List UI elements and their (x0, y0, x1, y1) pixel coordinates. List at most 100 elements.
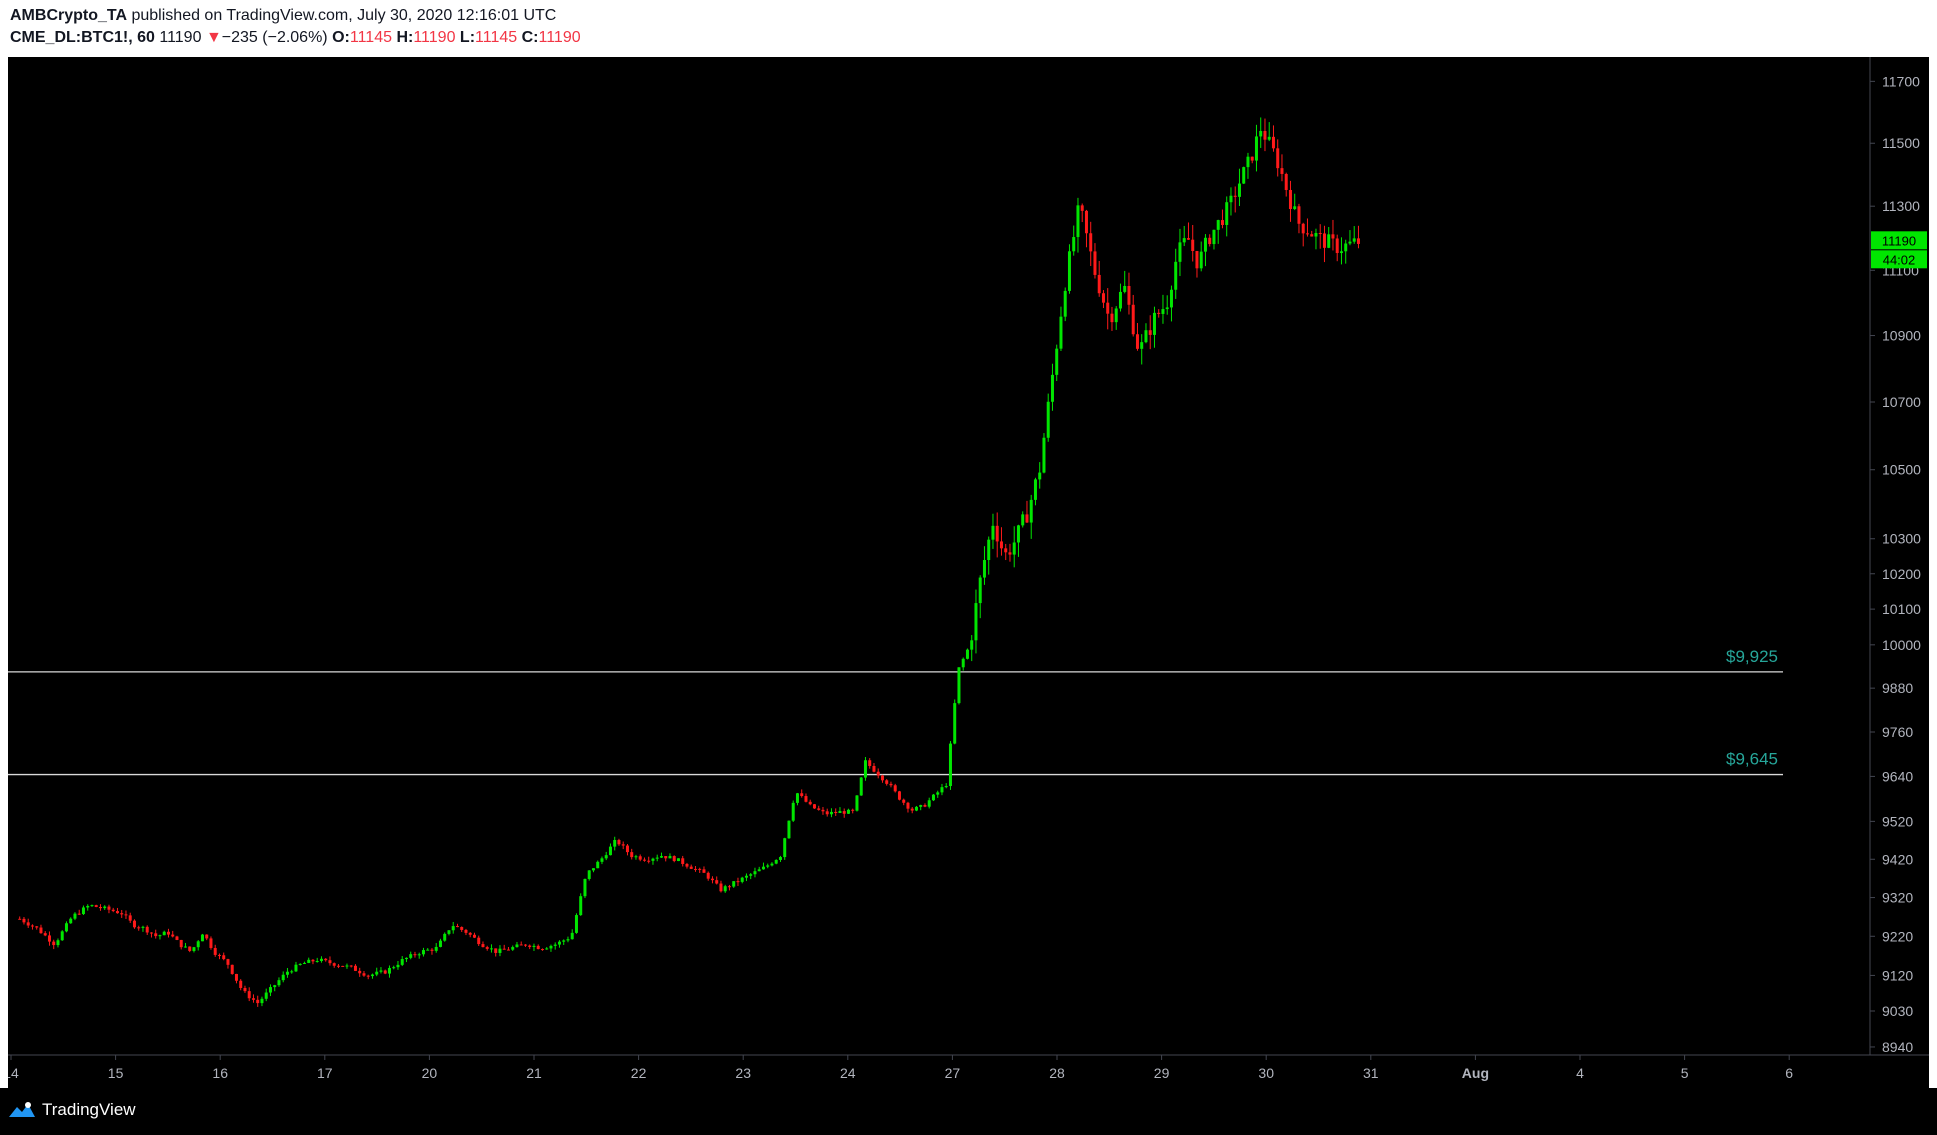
candle-body (434, 946, 438, 951)
candle-body (60, 931, 64, 941)
candle-body (1263, 130, 1267, 140)
candle-body (515, 944, 519, 948)
candle-body (1093, 251, 1097, 275)
candle-body (1327, 234, 1331, 248)
candle-body (740, 877, 744, 882)
time-tick-label: 27 (945, 1065, 961, 1081)
time-tick-label: 31 (1363, 1065, 1379, 1081)
candle-body (426, 949, 430, 951)
candle-body (73, 913, 77, 919)
candle-body (1212, 229, 1216, 245)
candle-body (893, 785, 897, 792)
candle-body (766, 865, 770, 867)
price-chart[interactable]: 8940 9030 9120 9220 9320 9420 9520 9640 9760 9880… (3, 57, 1929, 1088)
candle-body (1021, 514, 1025, 526)
candle-body (566, 939, 570, 941)
candle-body (353, 965, 357, 971)
candle-body (1314, 233, 1318, 237)
candle-body (166, 931, 170, 935)
candle-body (1110, 313, 1114, 323)
candle-body (621, 844, 625, 846)
candle-body (273, 985, 277, 988)
candle-body (319, 958, 323, 961)
candle-body (846, 809, 850, 814)
symbol-label[interactable]: CME_DL:BTC1!, 60 (10, 29, 155, 46)
candle-body (1063, 290, 1067, 317)
candle-body (234, 973, 238, 981)
candle-body (630, 852, 634, 858)
author-name[interactable]: AMBCrypto_TA (10, 7, 128, 24)
candle-body (298, 963, 302, 965)
candle-body (1157, 312, 1161, 314)
current-price-label: 11190 (1882, 233, 1916, 248)
candle-body (311, 959, 315, 962)
candle-body (774, 859, 778, 864)
candle-body (285, 971, 289, 975)
candle-body (863, 760, 867, 778)
candle-body (672, 856, 676, 862)
candle-body (349, 965, 353, 967)
candle-body (1148, 330, 1152, 335)
candle-body (545, 948, 549, 950)
candle-body (64, 923, 68, 932)
candle-body (192, 947, 196, 951)
price-tick-label: 9640 (1882, 768, 1913, 784)
candle-body (1267, 136, 1271, 140)
candle-body (1080, 205, 1084, 211)
candle-body (1199, 251, 1203, 269)
time-tick-label: 15 (108, 1065, 124, 1081)
candle-body (659, 856, 663, 858)
tradingview-logo[interactable]: TradingView (8, 1100, 136, 1120)
candle-body (137, 927, 141, 929)
candle-body (574, 915, 578, 933)
candle-body (1029, 499, 1033, 523)
candle-body (1174, 261, 1178, 290)
candle-body (277, 980, 281, 986)
candle-body (94, 905, 98, 908)
candle-body (770, 863, 774, 866)
candle-body (77, 913, 81, 915)
candle-body (540, 949, 544, 951)
candle-body (1076, 205, 1080, 238)
candle-body (1280, 168, 1284, 174)
candle-body (1038, 472, 1042, 480)
price-tick-label: 9420 (1882, 851, 1913, 867)
candle-body (39, 927, 43, 934)
low-label: L: (459, 29, 476, 46)
candle-body (889, 783, 893, 786)
candle-body (230, 964, 234, 974)
candle-body (1276, 148, 1280, 169)
chart-area[interactable]: 8940 9030 9120 9220 9320 9420 9520 9640 9760 9880… (3, 57, 1929, 1088)
candle-body (655, 857, 659, 859)
candle-body (1331, 234, 1335, 239)
candle-body (821, 809, 825, 812)
candle-body (421, 950, 425, 955)
candle-body (1072, 237, 1076, 252)
candle-body (498, 948, 502, 953)
candle-body (179, 939, 183, 948)
candle-body (1033, 479, 1037, 500)
time-tick-label: 28 (1049, 1065, 1065, 1081)
candle-body (1123, 285, 1127, 292)
candle-body (332, 963, 336, 966)
candle-body (162, 931, 166, 936)
candle-body (834, 811, 838, 814)
candle-body (200, 934, 204, 942)
candle-body (1233, 195, 1237, 197)
candle-body (647, 860, 651, 862)
candle-body (974, 603, 978, 641)
candle-body (506, 949, 510, 951)
candle-body (604, 855, 608, 859)
candle-body (872, 765, 876, 772)
candle-body (817, 808, 821, 810)
candle-body (1293, 206, 1297, 210)
candle-body (859, 777, 863, 796)
candle-body (596, 861, 600, 869)
candle-body (1169, 289, 1173, 308)
candle-body (625, 845, 629, 853)
candle-body (443, 933, 447, 941)
candle-body (132, 920, 136, 928)
candle-body (149, 932, 153, 934)
candle-body (1335, 238, 1339, 254)
candle-body (591, 868, 595, 871)
